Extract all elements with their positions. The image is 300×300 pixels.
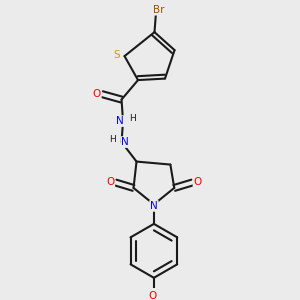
- Text: H: H: [109, 135, 116, 144]
- Text: N: N: [116, 116, 124, 126]
- Text: O: O: [93, 88, 101, 99]
- Text: N: N: [121, 137, 129, 147]
- Text: H: H: [129, 114, 135, 123]
- Text: N: N: [150, 201, 158, 211]
- Text: O: O: [148, 291, 157, 300]
- Text: Br: Br: [153, 5, 165, 15]
- Text: O: O: [106, 177, 114, 187]
- Text: O: O: [194, 177, 202, 187]
- Text: S: S: [114, 50, 120, 60]
